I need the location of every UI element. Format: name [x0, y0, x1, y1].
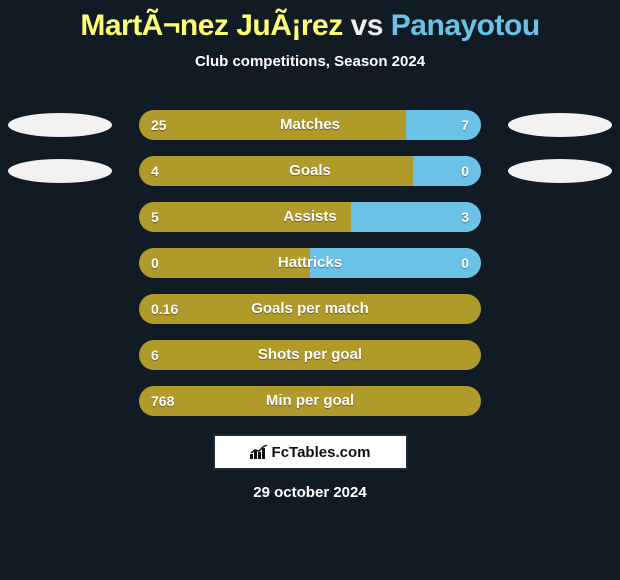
stat-row: 53Assists [0, 202, 620, 232]
date-text: 29 october 2024 [0, 484, 620, 501]
brand-badge[interactable]: FcTables.com [213, 434, 408, 470]
stat-bar: 257Matches [139, 110, 481, 140]
title-player2: Panayotou [391, 9, 540, 42]
title-player1: MartÃ¬nez JuÃ¡rez [80, 9, 342, 42]
stat-bar: 6Shots per goal [139, 340, 481, 370]
stat-row: 768Min per goal [0, 386, 620, 416]
club-badge-left [8, 159, 112, 183]
stat-bar: 53Assists [139, 202, 481, 232]
stat-label: Shots per goal [139, 340, 481, 370]
stat-label: Matches [139, 110, 481, 140]
subtitle: Club competitions, Season 2024 [0, 53, 620, 70]
comparison-card: MartÃ¬nez JuÃ¡rez vs Panayotou Club comp… [0, 0, 620, 580]
stat-row: 00Hattricks [0, 248, 620, 278]
stat-row: 40Goals [0, 156, 620, 186]
stat-label: Goals [139, 156, 481, 186]
stat-label: Assists [139, 202, 481, 232]
stat-row: 0.16Goals per match [0, 294, 620, 324]
stat-bar: 768Min per goal [139, 386, 481, 416]
stat-label: Goals per match [139, 294, 481, 324]
chart-icon [250, 445, 268, 459]
stat-bar: 00Hattricks [139, 248, 481, 278]
stat-row: 6Shots per goal [0, 340, 620, 370]
stat-bar: 0.16Goals per match [139, 294, 481, 324]
title-vs: vs [343, 9, 391, 42]
stat-label: Hattricks [139, 248, 481, 278]
stat-row: 257Matches [0, 110, 620, 140]
club-badge-right [508, 159, 612, 183]
page-title: MartÃ¬nez JuÃ¡rez vs Panayotou [0, 0, 620, 45]
stat-rows: 257Matches 40Goals 53Assists 00Hattricks 0.1… [0, 110, 620, 416]
brand-text: FcTables.com [272, 444, 371, 461]
stat-bar: 40Goals [139, 156, 481, 186]
club-badge-right [508, 113, 612, 137]
stat-label: Min per goal [139, 386, 481, 416]
club-badge-left [8, 113, 112, 137]
